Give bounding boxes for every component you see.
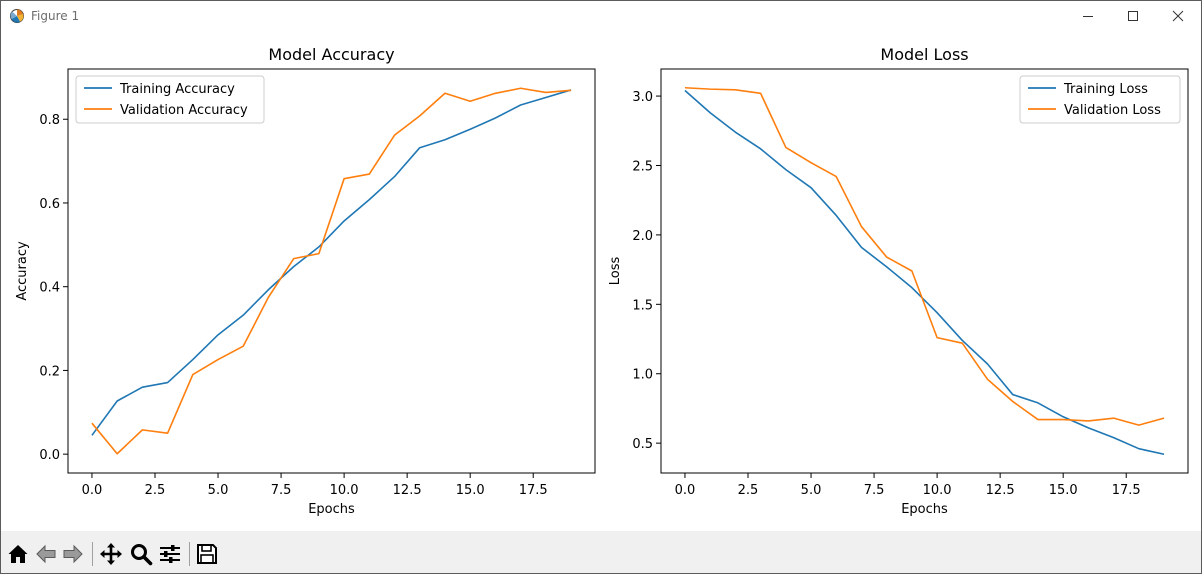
save-button[interactable]	[194, 541, 220, 567]
y-tick-label: 1.5	[632, 298, 653, 313]
x-tick-label: 17.5	[519, 483, 548, 498]
forward-button[interactable]	[60, 541, 86, 567]
pan-move-icon	[100, 543, 122, 565]
x-tick-label: 10.0	[330, 483, 359, 498]
axes-frame	[660, 68, 1189, 474]
y-tick-label: 0.4	[39, 281, 60, 296]
pan-button[interactable]	[98, 541, 124, 567]
back-button[interactable]	[33, 541, 59, 567]
navigation-toolbar	[1, 531, 1201, 573]
back-arrow-icon	[36, 544, 56, 564]
x-tick-label: 12.5	[986, 483, 1015, 498]
y-tick-label: 0.6	[39, 197, 60, 212]
x-tick-label: 0.0	[82, 483, 103, 498]
x-tick-label: 12.5	[393, 483, 422, 498]
save-floppy-icon	[197, 544, 217, 564]
legend-label: Validation Accuracy	[120, 103, 248, 118]
axes-frame	[67, 68, 596, 474]
series-line-1	[91, 89, 572, 436]
legend-label: Validation Loss	[1064, 103, 1161, 118]
maximize-icon	[1128, 11, 1138, 21]
home-button[interactable]	[5, 541, 31, 567]
maximize-button[interactable]	[1110, 1, 1156, 31]
toolbar-separator	[189, 542, 190, 566]
close-icon	[1172, 10, 1184, 22]
y-tick-label: 1.0	[632, 368, 653, 383]
x-tick-label: 0.0	[675, 483, 696, 498]
figure-canvas[interactable]: Model Accuracy 0.0 2.5 5.0 7.5 10.0 12.5 15.0 17…	[1, 31, 1201, 531]
x-tick-label: 17.5	[1112, 483, 1141, 498]
y-tick-label: 2.0	[632, 229, 653, 244]
x-tick-label: 7.5	[864, 483, 885, 498]
x-tick-label: 2.5	[738, 483, 759, 498]
configure-subplots-button[interactable]	[157, 541, 183, 567]
y-tick-label: 0.2	[39, 364, 60, 379]
legend-box	[1019, 75, 1181, 124]
title-bar[interactable]: Figure 1	[1, 1, 1201, 31]
subplot-2: Model Loss 0.0 2.5 5.0 7.5 10.0 12.5 15.0 17.5 0.…	[608, 45, 1189, 517]
legend-label: Training Loss	[1063, 82, 1148, 97]
y-axis-label: Accuracy	[15, 241, 30, 301]
zoom-button[interactable]	[128, 541, 154, 567]
sliders-icon	[160, 545, 180, 563]
minimize-icon	[1083, 16, 1093, 17]
legend: Training Loss Validation Loss	[1019, 75, 1181, 124]
y-tick-label: 2.5	[632, 159, 653, 174]
y-axis-label: Loss	[608, 257, 623, 286]
x-tick-label: 10.0	[923, 483, 952, 498]
chart-title: Model Accuracy	[268, 45, 394, 64]
subplot-1: Model Accuracy 0.0 2.5 5.0 7.5 10.0 12.5 15.0 17…	[15, 45, 596, 517]
chart-title: Model Loss	[880, 45, 968, 64]
x-tick-label: 7.5	[271, 483, 292, 498]
figure-svg: Model Accuracy 0.0 2.5 5.0 7.5 10.0 12.5 15.0 17…	[15, 45, 1189, 517]
x-tick-label: 2.5	[145, 483, 166, 498]
x-tick-label: 15.0	[456, 483, 485, 498]
series-line-1	[684, 89, 1165, 456]
y-tick-label: 0.8	[39, 113, 60, 128]
y-tick-label: 0.5	[632, 437, 653, 452]
legend: Training Accuracy Validation Accuracy	[75, 75, 265, 124]
minimize-button[interactable]	[1065, 1, 1111, 31]
x-tick-label: 5.0	[801, 483, 822, 498]
series-line-2	[684, 86, 1165, 426]
x-axis-label: Epochs	[308, 502, 355, 517]
legend-box	[75, 75, 265, 124]
y-tick-label: 0.0	[39, 448, 60, 463]
matplotlib-figure-icon	[10, 9, 24, 23]
x-axis-label: Epochs	[901, 502, 948, 517]
x-tick-label: 15.0	[1049, 483, 1078, 498]
legend-label: Training Accuracy	[119, 82, 235, 97]
y-tick-label: 3.0	[632, 90, 653, 105]
x-tick-label: 5.0	[208, 483, 229, 498]
window-title: Figure 1	[31, 9, 80, 23]
close-button[interactable]	[1155, 1, 1201, 31]
forward-arrow-icon	[63, 544, 83, 564]
home-icon	[8, 545, 28, 563]
toolbar-separator	[92, 542, 93, 566]
series-line-2	[91, 87, 572, 455]
zoom-magnifier-icon	[131, 544, 153, 566]
